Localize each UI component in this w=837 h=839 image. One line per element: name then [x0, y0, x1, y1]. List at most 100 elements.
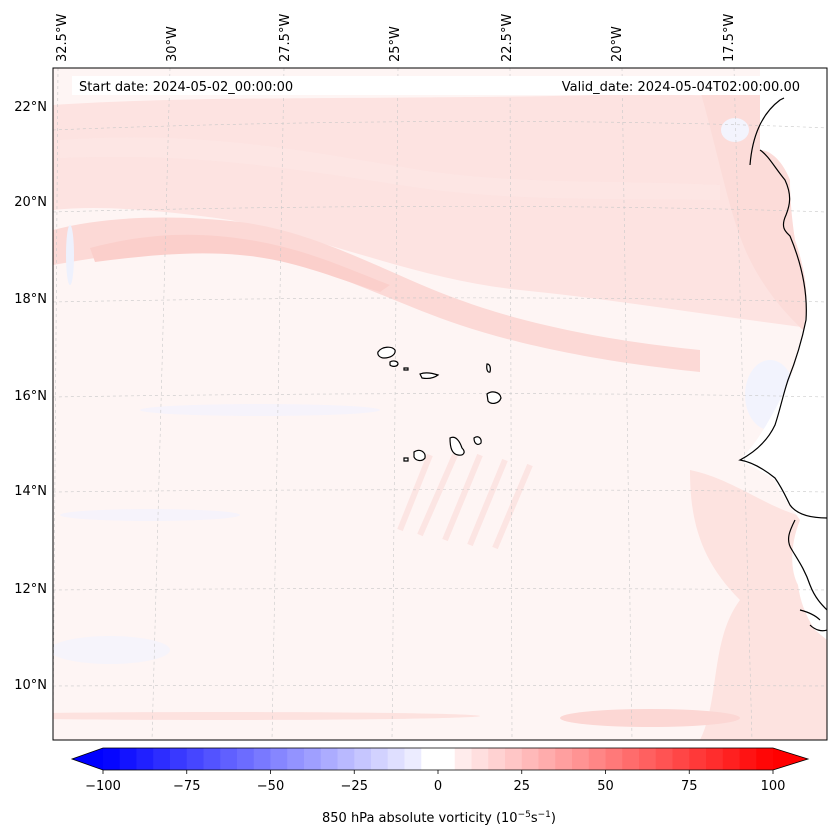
vorticity-negative-patch [140, 404, 380, 416]
lat-label: 20°N [14, 195, 47, 210]
land-africa-south [792, 520, 827, 640]
colorbar-segment [555, 748, 573, 770]
colorbar-segment [471, 748, 489, 770]
colorbar-segment [505, 748, 523, 770]
colorbar-segment [739, 748, 757, 770]
colorbar-segment [237, 748, 255, 770]
colorbar-segment [119, 748, 138, 770]
colorbar-segment [639, 748, 657, 770]
colorbar-segment [270, 748, 288, 770]
colorbar-segment [756, 748, 774, 770]
colorbar-segment [153, 748, 171, 770]
colorbar-segment [136, 748, 154, 770]
island-sao-vicente [389, 360, 399, 367]
vorticity-coast-south [690, 470, 827, 740]
longitude-labels: 32.5°W 30°W 27.5°W 25°W 22.5°W 20°W 17.5… [55, 14, 737, 62]
colorbar-segment [421, 748, 439, 770]
island-fogo [413, 449, 426, 462]
colorbar-segment [337, 748, 355, 770]
island-sao-nicolau [419, 372, 440, 379]
colorbar-extend-max [773, 748, 808, 770]
colorbar-tick-label: 75 [681, 779, 698, 794]
vorticity-negative-patch [721, 118, 749, 142]
colorbar-segment [186, 748, 205, 770]
colorbar-segment [371, 748, 389, 770]
colorbar-segment [387, 748, 406, 770]
island-brava [403, 457, 409, 462]
colorbar-ticks: −100 −75 −50 −25 0 25 50 75 100 [85, 770, 785, 794]
colorbar-segment [170, 748, 188, 770]
colorbar-tick-label: −50 [257, 779, 284, 794]
colorbar-segment [287, 748, 305, 770]
start-date-label: Start date: 2024-05-02_00:00:00 [79, 80, 293, 95]
vorticity-field [53, 68, 827, 740]
lat-label: 18°N [14, 292, 47, 307]
colorbar-segment [320, 748, 339, 770]
colorbar-segment [672, 748, 690, 770]
lat-label: 22°N [14, 100, 47, 115]
colorbar-segment [722, 748, 741, 770]
lat-label: 12°N [14, 582, 47, 597]
colorbar-tick-label: −100 [85, 779, 121, 794]
colorbar-segment [454, 748, 473, 770]
colorbar-segment [253, 748, 272, 770]
valid-date-label: Valid_date: 2024-05-04T02:00:00.00 [562, 80, 800, 95]
vorticity-ridge [53, 217, 700, 372]
colorbar-tick-label: −25 [341, 779, 368, 794]
vorticity-negative-patch [53, 636, 170, 664]
vorticity-south-streak [560, 709, 740, 727]
colorbar-segments [103, 748, 774, 770]
colorbar-segment [404, 748, 422, 770]
coastline-africa [738, 97, 827, 632]
vorticity-negative-patch [60, 509, 240, 521]
colorbar-tick-label: −75 [173, 779, 200, 794]
colorbar-tick-label: 25 [513, 779, 530, 794]
colorbar-segment [220, 748, 238, 770]
vorticity-south-streak-2 [53, 712, 480, 720]
colorbar-segment [706, 748, 724, 770]
lon-label: 20°W [610, 26, 625, 62]
lon-label: 25°W [388, 26, 403, 62]
colorbar-segment [354, 748, 372, 770]
colorbar-segment [588, 748, 607, 770]
lon-label: 30°W [165, 26, 180, 62]
colorbar-tick-label: 0 [434, 779, 442, 794]
lon-label: 22.5°W [500, 14, 515, 62]
island-santa-luzia [403, 367, 409, 371]
lat-label: 16°N [14, 389, 47, 404]
island-boa-vista [486, 391, 502, 404]
colorbar-segment [572, 748, 590, 770]
lon-label: 32.5°W [55, 14, 70, 62]
colorbar-segment [438, 748, 456, 770]
colorbar-segment [538, 748, 556, 770]
colorbar-segment [488, 748, 506, 770]
lat-label: 10°N [14, 678, 47, 693]
colorbar-segment [605, 748, 623, 770]
colorbar-segment [521, 748, 540, 770]
vorticity-negative-patch [66, 225, 74, 285]
map-frame [52, 67, 828, 741]
colorbar-tick-label: 50 [597, 779, 614, 794]
map-panel: Start date: 2024-05-02_00:00:00 Valid_da… [52, 67, 828, 741]
vorticity-wave-pattern [397, 453, 533, 550]
island-santo-antao [377, 346, 396, 359]
lat-label: 14°N [14, 484, 47, 499]
colorbar: −100 −75 −50 −25 0 25 50 75 100 850 hPa absolute… [70, 747, 810, 826]
lon-label: 17.5°W [722, 14, 737, 62]
colorbar-tick-label: 100 [761, 779, 786, 794]
island-sal [486, 363, 491, 373]
vorticity-upper-streak [60, 137, 720, 200]
colorbar-segment [689, 748, 707, 770]
colorbar-segment [103, 748, 121, 770]
latitude-labels: 22°N 20°N 18°N 16°N 14°N 12°N 10°N [14, 100, 47, 693]
colorbar-segment [655, 748, 674, 770]
info-strip [72, 76, 808, 95]
lon-label: 27.5°W [278, 14, 293, 62]
cape-verde-islands [377, 346, 502, 462]
colorbar-label: 850 hPa absolute vorticity (10−5s−1) [322, 810, 556, 826]
colorbar-segment [622, 748, 640, 770]
colorbar-segment [304, 748, 322, 770]
graticule [52, 67, 828, 741]
colorbar-extend-min [72, 748, 103, 770]
